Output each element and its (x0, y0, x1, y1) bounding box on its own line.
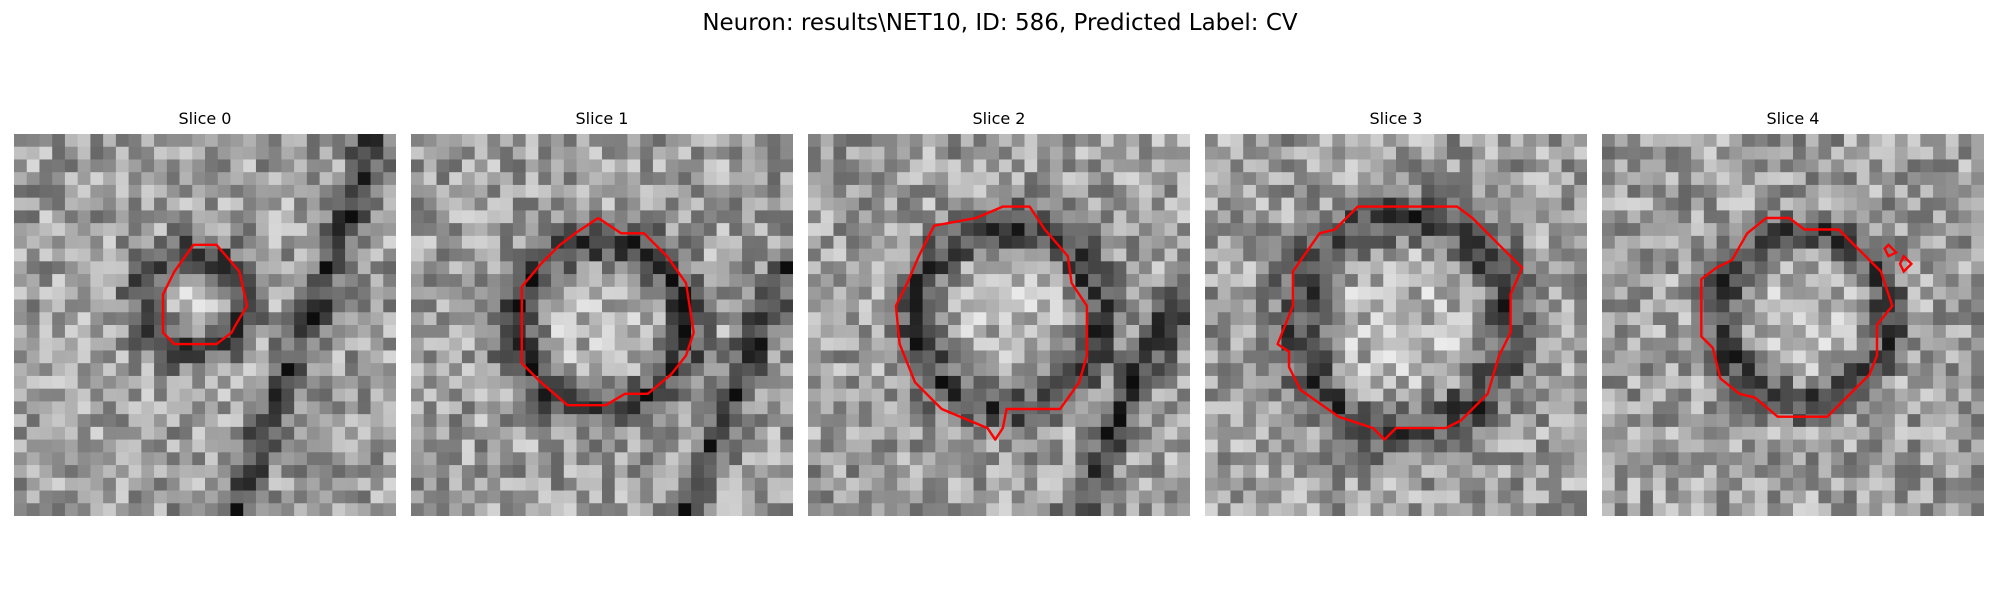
figure-title: Neuron: results\NET10, ID: 586, Predicte… (702, 10, 1298, 36)
slice-title: Slice 3 (1369, 109, 1423, 128)
pixel-grid (1602, 134, 1984, 516)
slice-title: Slice 1 (575, 109, 629, 128)
segmentation-contour (1700, 216, 1894, 418)
pixel-grid (1205, 134, 1587, 516)
segmentation-contour (1276, 205, 1524, 441)
slice-image (1602, 134, 1984, 516)
slice-image-canvas (411, 134, 793, 516)
slice-image (14, 134, 396, 516)
segmentation-contour-fragment (1898, 254, 1914, 274)
pixel-grid (14, 134, 396, 516)
segmentation-contour-fragment (1883, 243, 1899, 258)
slice-title: Slice 0 (178, 109, 232, 128)
slice-title: Slice 4 (1766, 109, 1820, 128)
pixel-grid (411, 134, 793, 516)
pixel-grid (808, 134, 1190, 516)
segmentation-contour (161, 243, 249, 346)
slice-image-canvas (808, 134, 1190, 516)
slice-image (411, 134, 793, 516)
slice-title: Slice 2 (972, 109, 1026, 128)
slice-image-canvas (1602, 134, 1984, 516)
segmentation-contour (894, 205, 1089, 441)
slice-image-canvas (1205, 134, 1587, 516)
segmentation-contour (520, 216, 695, 407)
slice-image (1205, 134, 1587, 516)
slice-image-canvas (14, 134, 396, 516)
slice-image (808, 134, 1190, 516)
